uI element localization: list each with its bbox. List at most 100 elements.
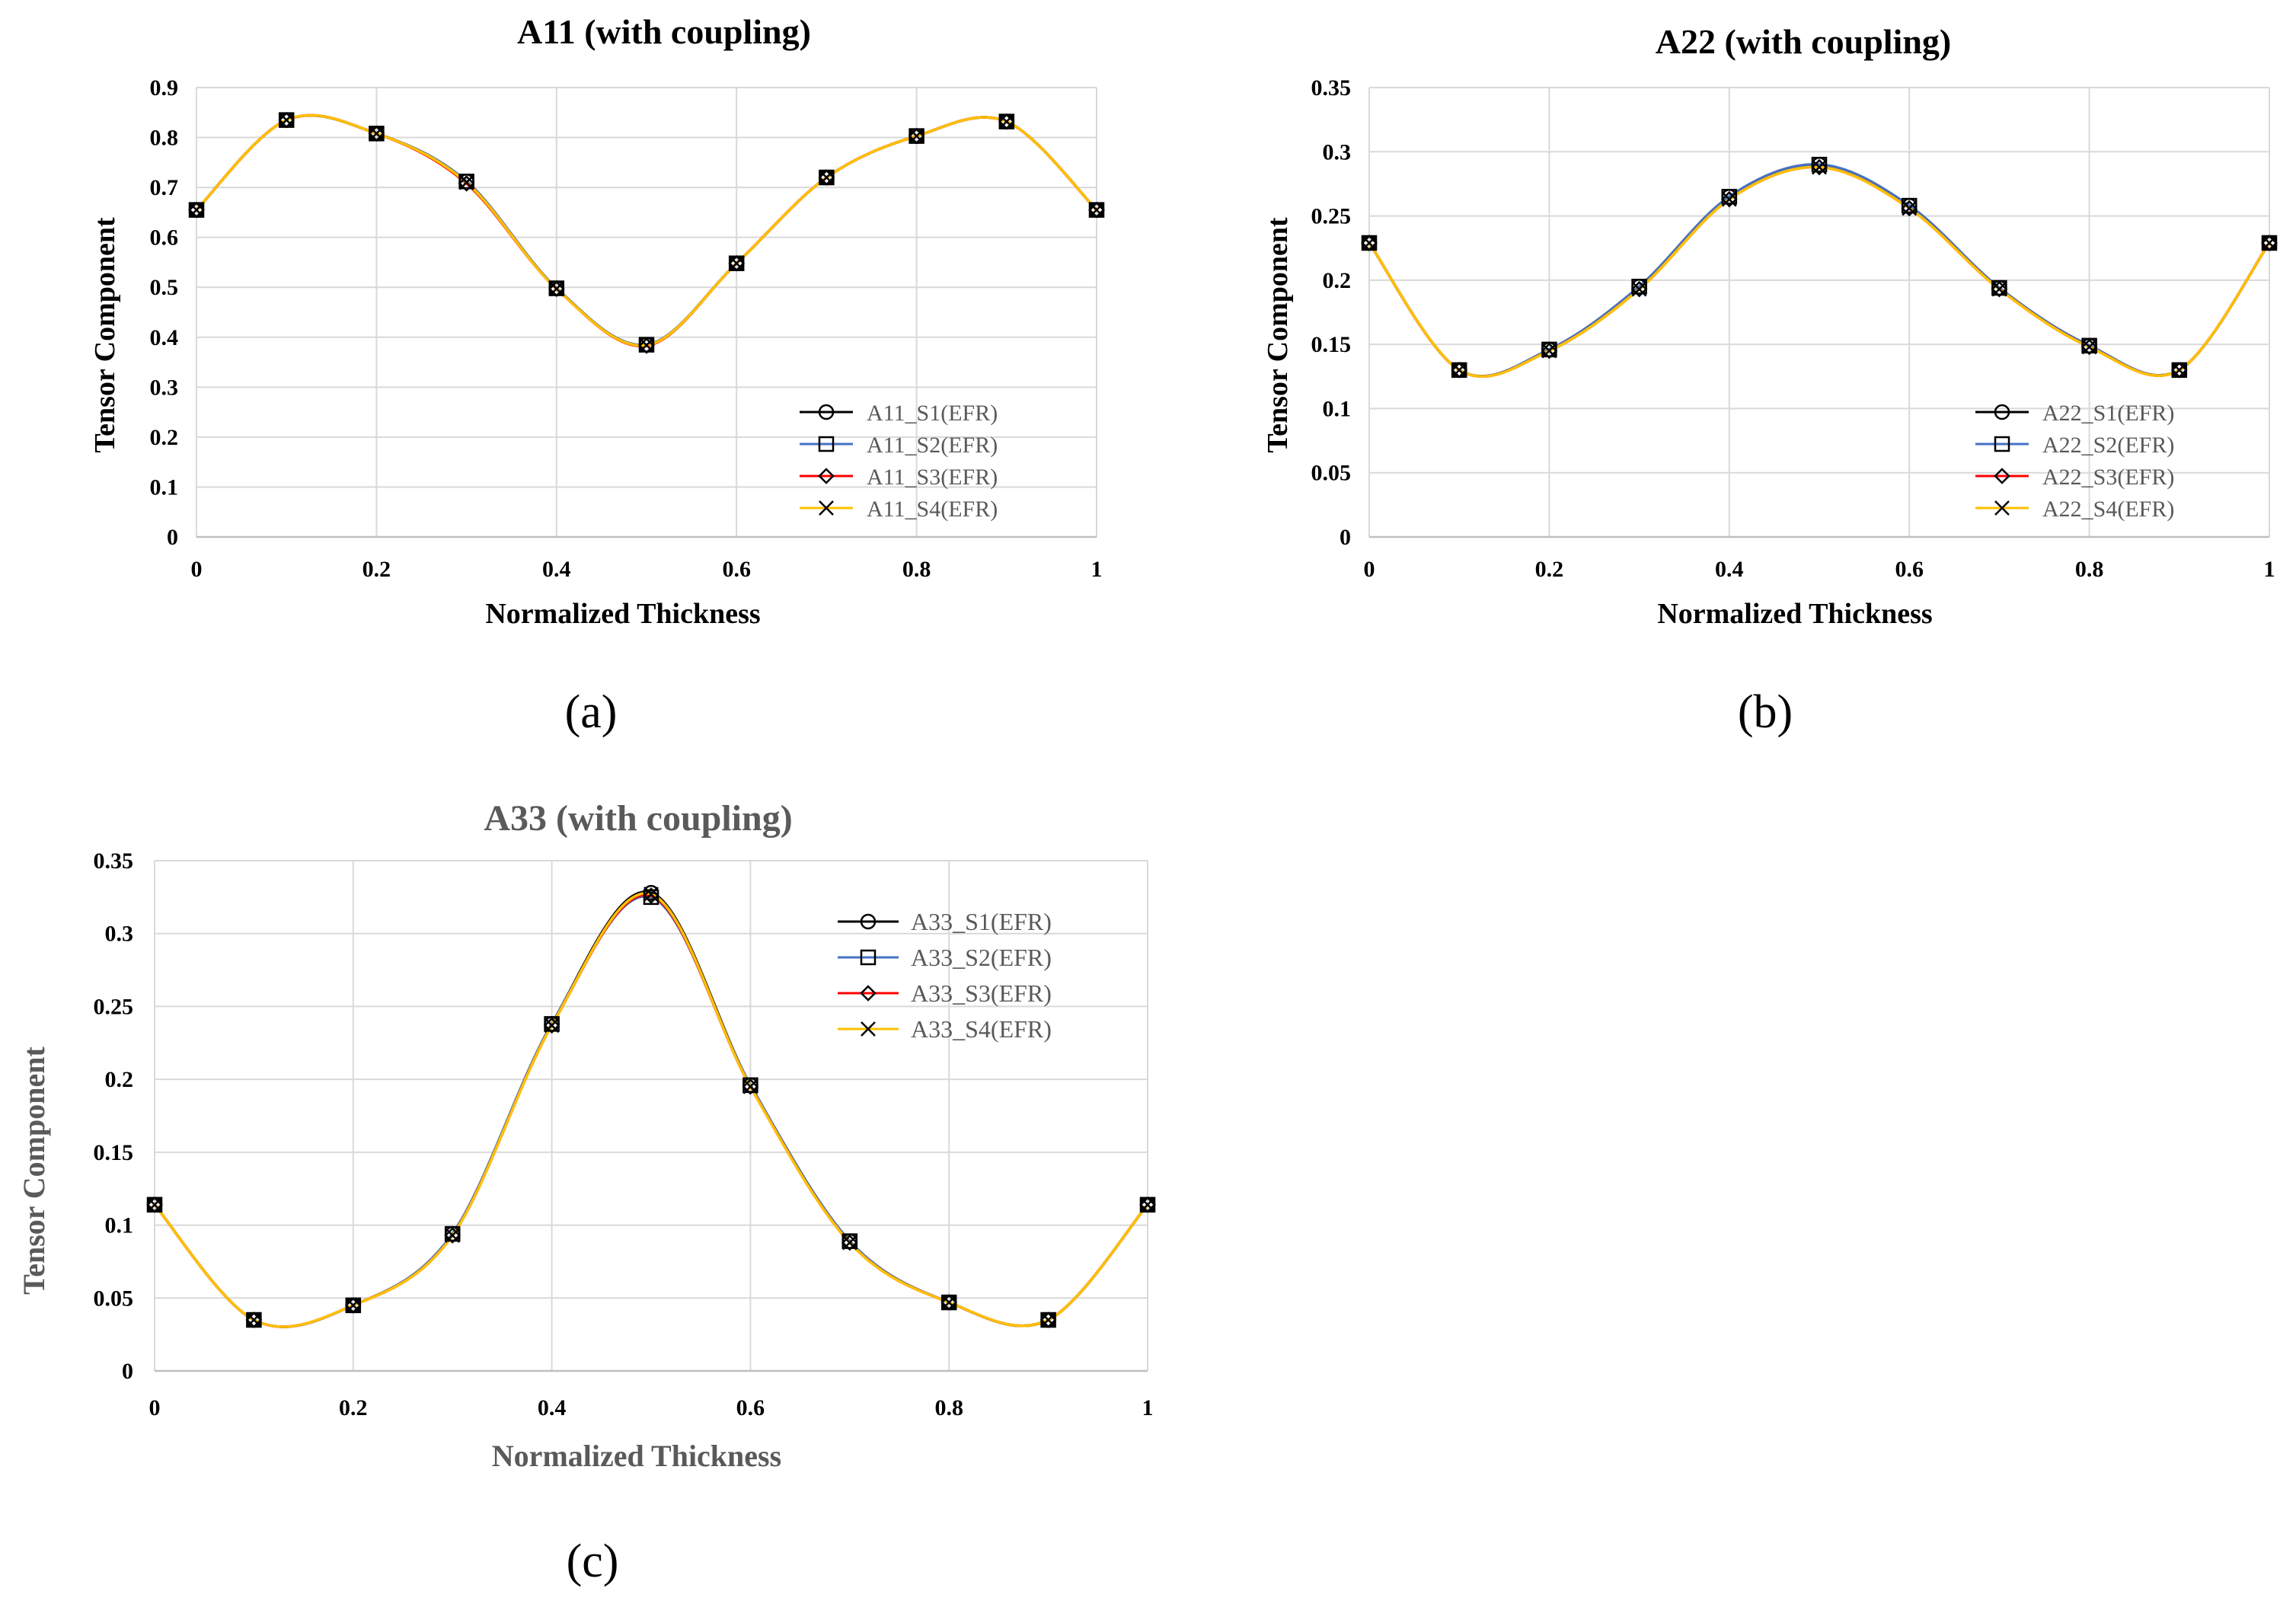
y-tick-label: 0.6 — [150, 225, 179, 251]
data-point-A22_S4(EFR) — [1362, 235, 1377, 251]
y-tick-label: 0.9 — [150, 75, 179, 101]
legend-label-A11_S3(EFR): A11_S3(EFR) — [867, 465, 998, 490]
series-line-A11_S1(EFR) — [195, 113, 1098, 347]
data-point-A11_S3(EFR) — [1088, 201, 1105, 219]
data-point-A33_S4(EFR) — [544, 1018, 560, 1034]
data-point-A11_S4(EFR) — [189, 202, 204, 218]
y-tick-label: 0.25 — [94, 994, 134, 1019]
x-tick-label: 0.4 — [538, 1395, 567, 1420]
data-point-A33_S3(EFR) — [643, 887, 659, 904]
x-tick-label: 0.4 — [1715, 557, 1744, 582]
chart-c-legend: A33_S1(EFR) A33_S2(EFR) A33_S3(EFR) A33_S4(… — [838, 908, 1052, 1043]
data-point-A22_S4(EFR) — [2081, 339, 2097, 355]
chart-c-series — [146, 884, 1156, 1328]
legend-marker-A22_S1(EFR) — [1994, 404, 2010, 420]
legend-marker-A11_S1(EFR) — [818, 404, 835, 420]
data-point-A22_S3(EFR) — [1811, 158, 1828, 176]
y-tick-label: 0.05 — [1311, 461, 1352, 486]
y-tick-label: 0.3 — [1323, 139, 1352, 165]
chart-a-y-tick-labels: 0 0.1 0.2 0.3 0.4 0.5 0.6 0.7 0.8 0.9 — [150, 75, 179, 550]
x-tick-label: 0.2 — [339, 1395, 368, 1420]
data-point-A33_S3(EFR) — [841, 1234, 858, 1251]
chart-c-grid — [154, 860, 1148, 1372]
x-tick-label: 0 — [149, 1395, 161, 1420]
y-tick-label: 0.1 — [1323, 396, 1352, 421]
x-tick-label: 0.8 — [902, 557, 931, 582]
data-point-A22_S2(EFR) — [1811, 156, 1828, 173]
y-tick-label: 0.05 — [94, 1286, 134, 1311]
x-tick-label: 0 — [191, 557, 203, 582]
chart-a11: A11 (with coupling) 00.10.20.30.40.50.60… — [89, 12, 1105, 738]
legend-label-A33_S1(EFR): A33_S1(EFR) — [911, 908, 1052, 935]
series-line-A11_S2(EFR) — [195, 113, 1098, 347]
chart-c-panel-label: (c) — [567, 1535, 619, 1587]
x-tick-label: 0.4 — [542, 557, 571, 582]
y-tick-label: 0.35 — [94, 848, 134, 874]
legend-label-A22_S4(EFR): A22_S4(EFR) — [2042, 497, 2174, 522]
data-point-A11_S3(EFR) — [728, 254, 745, 272]
data-point-A22_S4(EFR) — [1541, 343, 1557, 359]
data-point-A33_S3(EFR) — [742, 1078, 759, 1095]
legend-marker-A33_S2(EFR) — [860, 949, 877, 966]
y-tick-label: 0.3 — [105, 922, 134, 947]
y-tick-label: 0.8 — [150, 126, 179, 151]
chart-a-title: A11 (with coupling) — [517, 12, 811, 51]
legend-label-A22_S3(EFR): A22_S3(EFR) — [2042, 465, 2174, 490]
y-tick-label: 0.3 — [150, 375, 179, 400]
data-point-A33_S4(EFR) — [1140, 1197, 1155, 1213]
x-tick-label: 0.8 — [934, 1395, 963, 1420]
data-point-A11_S4(EFR) — [998, 113, 1014, 129]
y-tick-label: 0.2 — [1323, 268, 1352, 293]
data-point-A11_S4(EFR) — [909, 128, 924, 144]
legend-label-A11_S4(EFR): A11_S4(EFR) — [867, 497, 998, 522]
chart-b-y-tick-labels: 0 0.05 0.1 0.15 0.2 0.25 0.3 0.35 — [1311, 75, 1352, 550]
legend-marker-A33_S4(EFR) — [861, 1021, 876, 1037]
legend-label-A33_S2(EFR): A33_S2(EFR) — [911, 944, 1052, 971]
legend-marker-A11_S3(EFR) — [818, 468, 835, 484]
data-point-A11_S4(EFR) — [369, 126, 385, 142]
y-tick-label: 0.1 — [150, 474, 179, 500]
x-tick-label: 0.8 — [2075, 557, 2104, 582]
data-point-A22_S2(EFR) — [1631, 279, 1647, 295]
data-point-A11_S3(EFR) — [638, 337, 655, 354]
data-point-A33_S4(EFR) — [643, 887, 659, 902]
y-tick-label: 0.25 — [1311, 204, 1352, 229]
y-tick-label: 0 — [122, 1359, 133, 1384]
x-tick-label: 0.6 — [1895, 557, 1924, 582]
data-point-A11_S4(EFR) — [548, 281, 564, 297]
legend-label-A22_S2(EFR): A22_S2(EFR) — [2042, 433, 2174, 458]
chart-b-title: A22 (with coupling) — [1656, 22, 1951, 61]
data-point-A11_S4(EFR) — [819, 170, 835, 185]
chart-b-y-axis-label: Tensor Component — [1262, 217, 1294, 453]
legend-marker-A33_S1(EFR) — [860, 913, 877, 930]
chart-c-y-tick-labels: 0 0.05 0.1 0.15 0.2 0.25 0.3 0.35 — [94, 848, 134, 1384]
data-point-A11_S3(EFR) — [998, 113, 1015, 130]
data-point-A22_S3(EFR) — [1451, 362, 1467, 379]
data-point-A22_S2(EFR) — [1901, 197, 1918, 214]
legend-label-A22_S1(EFR): A22_S1(EFR) — [2042, 401, 2174, 426]
data-point-A22_S3(EFR) — [2080, 338, 2098, 356]
data-point-A11_S3(EFR) — [278, 111, 295, 129]
data-point-A33_S4(EFR) — [246, 1312, 262, 1328]
data-point-A33_S3(EFR) — [1039, 1312, 1057, 1328]
data-point-A33_S4(EFR) — [445, 1228, 461, 1243]
legend-marker-A22_S3(EFR) — [1994, 468, 2010, 484]
data-point-A33_S4(EFR) — [147, 1197, 162, 1213]
y-tick-label: 0.2 — [105, 1067, 134, 1092]
data-point-A22_S2(EFR) — [1721, 189, 1738, 205]
data-point-A22_S3(EFR) — [1361, 235, 1378, 251]
x-tick-label: 1 — [2264, 557, 2275, 582]
data-point-A22_S3(EFR) — [1901, 200, 1918, 217]
x-tick-label: 1 — [1091, 557, 1103, 582]
data-point-A22_S4(EFR) — [2171, 362, 2187, 378]
data-point-A33_S3(EFR) — [1139, 1197, 1156, 1213]
data-point-A33_S4(EFR) — [742, 1078, 758, 1094]
chart-a-legend: A11_S1(EFR) A11_S2(EFR) A11_S3(EFR) A11_S4(… — [800, 401, 998, 522]
data-point-A33_S3(EFR) — [543, 1017, 560, 1034]
y-tick-label: 0.1 — [105, 1213, 134, 1238]
chart-a22: A22 (with coupling) 00.050.10.150.20.250… — [1262, 22, 2278, 738]
y-tick-label: 0 — [1340, 525, 1351, 550]
data-point-A33_S2(EFR) — [544, 1016, 560, 1032]
data-point-A22_S4(EFR) — [1902, 200, 1918, 216]
